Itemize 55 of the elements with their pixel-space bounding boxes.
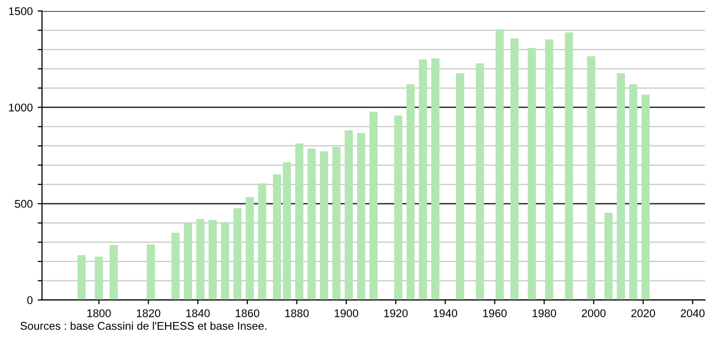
bar <box>184 224 192 300</box>
bar <box>528 48 536 300</box>
x-tick-label: 2020 <box>631 309 656 318</box>
bar <box>332 146 340 300</box>
y-tick-label: 0 <box>27 296 33 304</box>
x-tick-label: 1880 <box>285 309 309 318</box>
x-tick-label: 1800 <box>87 309 111 318</box>
x-tick-label: 1840 <box>186 309 210 318</box>
bar <box>642 94 650 300</box>
bar <box>604 212 613 300</box>
bar <box>196 219 204 300</box>
x-tick-label: 1900 <box>334 309 358 318</box>
bar <box>406 84 415 300</box>
x-tick-label: 1940 <box>434 309 458 318</box>
bar <box>369 112 378 300</box>
bar <box>394 116 402 300</box>
bar <box>564 32 574 300</box>
bar <box>233 208 242 300</box>
bar <box>629 84 638 300</box>
bar <box>545 39 554 300</box>
bar <box>496 29 504 300</box>
bar <box>110 245 118 300</box>
y-tick-label: 500 <box>14 200 33 208</box>
bar <box>418 59 428 300</box>
bar <box>220 222 230 300</box>
bar <box>344 130 353 300</box>
x-tick-label: 2040 <box>680 309 705 318</box>
bar <box>172 232 180 300</box>
bar <box>308 148 316 300</box>
bar <box>456 73 464 300</box>
x-tick-label: 1980 <box>532 309 556 318</box>
bar <box>357 132 366 300</box>
x-tick-label: 1860 <box>236 309 260 318</box>
source-note: Sources : base Cassini de l'EHESS et base Insee. <box>20 322 266 330</box>
bar <box>282 162 291 300</box>
y-tick-label: 1500 <box>9 7 33 16</box>
x-tick-label: 1960 <box>483 309 507 318</box>
bar <box>476 63 484 300</box>
bar <box>78 255 86 300</box>
bar <box>272 174 282 300</box>
bar <box>94 256 103 300</box>
bar <box>616 73 625 300</box>
x-tick-label: 2000 <box>582 309 606 318</box>
bar <box>246 197 254 300</box>
y-tick-label: 1000 <box>9 104 33 112</box>
bar <box>295 144 304 300</box>
bar <box>258 183 266 300</box>
x-tick-label: 1920 <box>384 309 408 318</box>
bar <box>146 244 155 300</box>
bar <box>320 151 328 300</box>
bar <box>587 56 596 300</box>
x-tick-label: 1820 <box>136 309 160 318</box>
bar <box>510 38 519 300</box>
bar <box>208 220 217 300</box>
bar <box>431 58 440 300</box>
